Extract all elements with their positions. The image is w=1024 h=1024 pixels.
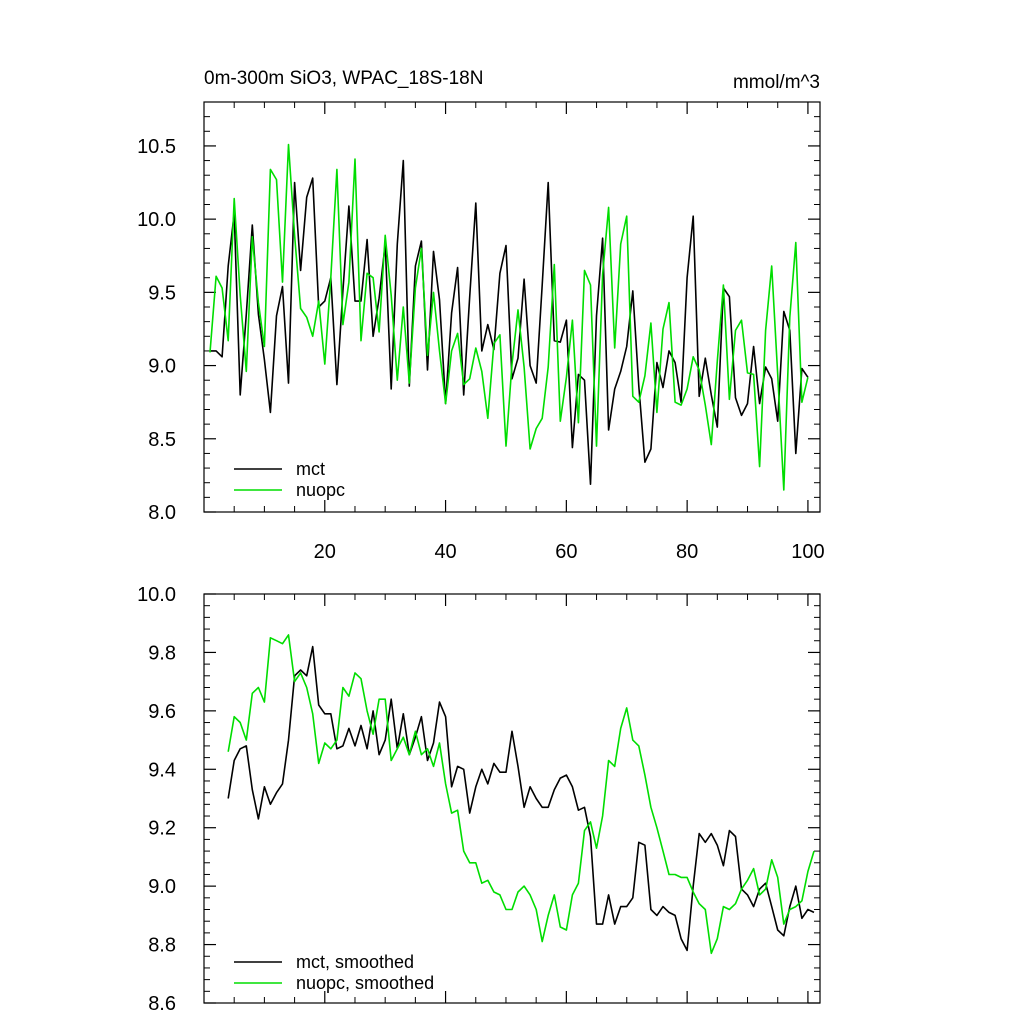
x-tick-label: 60 [555,541,577,563]
series-line-mct [227,645,815,952]
y-tick-label: 9.0 [148,356,176,378]
y-tick-label: 10.0 [137,584,176,606]
y-tick-label: 8.8 [148,935,176,957]
plot-frame [203,593,821,1004]
x-tick-label: 20 [314,541,336,563]
y-tick-label: 10.0 [137,209,176,231]
y-tick-label: 8.6 [148,993,176,1015]
y-tick-label: 9.4 [148,759,176,781]
legend-label: nuopc, smoothed [296,973,434,993]
chart-units: mmol/m^3 [733,72,820,93]
legend-label: mct, smoothed [296,952,414,972]
series-line-mct [210,159,809,486]
chart-title: 0m-300m SiO3, WPAC_18S-18N [204,68,483,89]
y-tick-label: 9.8 [148,642,176,664]
x-tick-label: 40 [434,541,456,563]
y-tick-label: 9.0 [148,876,176,898]
plot-frame [203,101,821,513]
bottom-panel: 8.6 8.8 9.0 9.2 9.4 9.6 9.8 10.0 mct, smoothednu… [137,584,821,1015]
x-tick-label: 100 [791,541,824,563]
y-tick-label: 9.2 [148,818,176,840]
legend-label: nuopc [296,480,345,500]
x-tick-label: 80 [676,541,698,563]
y-tick-label: 8.5 [148,429,176,451]
y-tick-label: 9.5 [148,282,176,304]
y-tick-label: 9.6 [148,701,176,723]
y-tick-label: 10.5 [137,136,176,158]
series-line-nuopc [227,634,815,955]
y-tick-label: 8.0 [148,502,176,524]
series-line-nuopc [209,143,809,491]
legend-label: mct [296,459,325,479]
